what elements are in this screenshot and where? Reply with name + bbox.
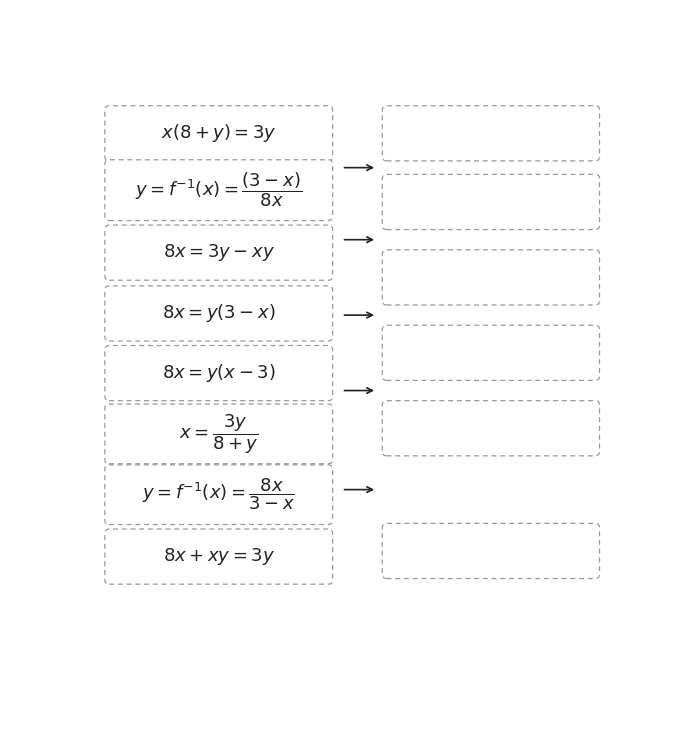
Text: $\mathit{y} = \mathit{f}^{-1}(\mathit{x}) = \dfrac{(3 - \mathit{x})}{8\mathit{x}: $\mathit{y} = \mathit{f}^{-1}(\mathit{x}… [135,171,302,210]
Text: $8\mathit{x} + \mathit{x}\mathit{y} = 3\mathit{y}$: $8\mathit{x} + \mathit{x}\mathit{y} = 3\… [163,546,275,567]
Text: $8\mathit{x} = \mathit{y}(3 - \mathit{x})$: $8\mathit{x} = \mathit{y}(3 - \mathit{x}… [162,303,276,325]
FancyBboxPatch shape [383,175,599,230]
FancyBboxPatch shape [105,465,333,525]
FancyBboxPatch shape [383,250,599,305]
FancyBboxPatch shape [105,106,333,161]
FancyBboxPatch shape [105,160,333,221]
FancyBboxPatch shape [105,529,333,584]
FancyBboxPatch shape [105,286,333,341]
FancyBboxPatch shape [383,106,599,161]
FancyBboxPatch shape [383,523,599,578]
Text: $\mathit{x} = \dfrac{3\mathit{y}}{8 + \mathit{y}}$: $\mathit{x} = \dfrac{3\mathit{y}}{8 + \m… [179,412,258,455]
Text: $\mathit{y} = \mathit{f}^{-1}(\mathit{x}) = \dfrac{8\mathit{x}}{3 - \mathit{x}}$: $\mathit{y} = \mathit{f}^{-1}(\mathit{x}… [142,477,295,512]
Text: $8\mathit{x} = \mathit{y}(\mathit{x} - 3)$: $8\mathit{x} = \mathit{y}(\mathit{x} - 3… [162,362,276,384]
Text: $\mathit{x}(8 + \mathit{y}) = 3\mathit{y}$: $\mathit{x}(8 + \mathit{y}) = 3\mathit{y… [161,122,277,144]
FancyBboxPatch shape [383,325,599,380]
FancyBboxPatch shape [105,346,333,401]
FancyBboxPatch shape [383,401,599,456]
FancyBboxPatch shape [105,225,333,280]
FancyBboxPatch shape [105,404,333,463]
Text: $8\mathit{x} = 3\mathit{y} - \mathit{x}\mathit{y}$: $8\mathit{x} = 3\mathit{y} - \mathit{x}\… [163,242,275,263]
